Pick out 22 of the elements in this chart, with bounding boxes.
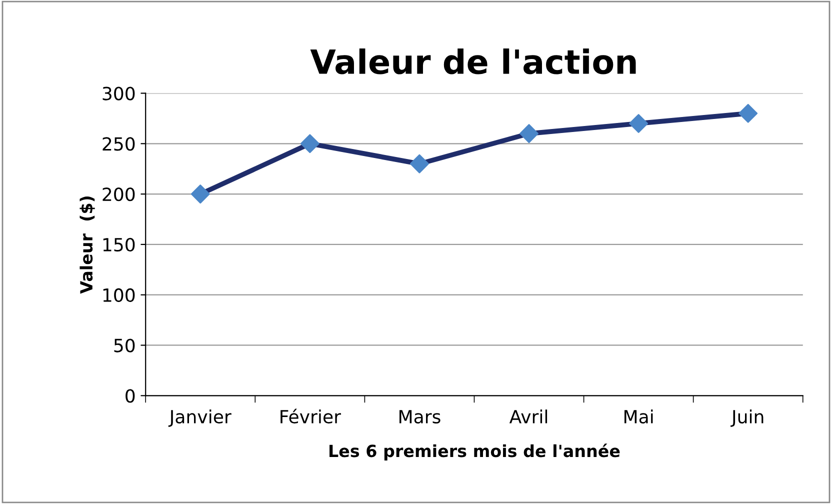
chart-title: Valeur de l'action [310, 48, 636, 74]
point [300, 134, 320, 154]
point [410, 154, 429, 174]
x-tick-label: Avril [509, 410, 548, 424]
point [738, 104, 758, 123]
point [629, 114, 648, 133]
y-tick-label: 150 [103, 238, 135, 252]
x-tick-label: Mars [400, 410, 440, 424]
y-tick-label: 100 [103, 288, 135, 302]
x-tick-label: Juin [730, 410, 764, 427]
y-tick-label: 0 [126, 389, 135, 403]
y-tick-label: 200 [102, 188, 135, 202]
y-tick-label: 250 [102, 137, 135, 151]
x-tick-label: Février [280, 408, 341, 424]
x-axis-title: Les 6 premiers mois de l'année [330, 444, 620, 460]
x-tick-label: Janvier [168, 410, 232, 427]
point [520, 124, 538, 144]
point [190, 184, 210, 204]
y-tick-label: 50 [114, 338, 135, 352]
y-tick-label: 300 [102, 86, 135, 100]
y-axis-title: Valeur ($) [80, 196, 95, 294]
x-tick-label: Mai [624, 410, 653, 424]
